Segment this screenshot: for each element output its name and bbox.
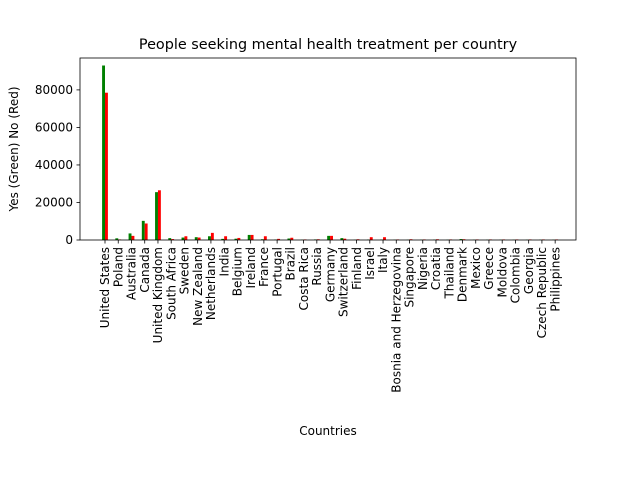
x-tick-label: United States xyxy=(98,247,112,328)
bar-no-france xyxy=(263,236,267,240)
bar-yes-australia xyxy=(128,233,132,240)
bar-yes-poland xyxy=(115,238,119,240)
x-tick-label: Brazil xyxy=(284,247,298,281)
x-tick-label: Sweden xyxy=(178,247,192,294)
bar-yes-switzerland xyxy=(340,238,344,240)
x-tick-label: India xyxy=(217,247,231,276)
bar-yes-belgium xyxy=(234,238,238,240)
x-tick-label: Denmark xyxy=(456,247,470,302)
bar-no-ireland xyxy=(250,234,254,240)
bar-no-sweden xyxy=(184,236,188,240)
x-tick-label: Belgium xyxy=(231,247,245,296)
x-axis-label: Countries xyxy=(299,424,357,438)
bar-yes-netherlands xyxy=(208,236,211,240)
x-tick-label: Germany xyxy=(323,247,337,302)
x-tick-label: Thailand xyxy=(442,247,456,300)
bar-yes-ireland xyxy=(247,234,251,240)
bar-no-india xyxy=(224,236,228,240)
bar-no-australia xyxy=(131,235,135,240)
y-tick-label: 60000 xyxy=(35,121,73,135)
plot-frame xyxy=(79,57,577,241)
bar-yes-sweden xyxy=(181,237,185,240)
y-axis-label: Yes (Green) No (Red) xyxy=(7,87,21,213)
bar-no-canada xyxy=(144,223,148,240)
x-tick-label: Singapore xyxy=(403,247,417,308)
x-tick-label: Bosnia and Herzegovina xyxy=(389,247,403,393)
bar-yes-new-zealand xyxy=(194,237,198,240)
x-tick-label: Colombia xyxy=(509,247,523,303)
bar-no-portugal xyxy=(277,238,281,240)
chart-title: People seeking mental health treatment p… xyxy=(139,37,518,53)
x-tick-label: New Zealand xyxy=(191,247,205,326)
x-tick-label: Canada xyxy=(138,247,152,293)
x-tick-label: Croatia xyxy=(429,247,443,290)
x-tick-label: France xyxy=(257,247,271,287)
x-tick-label: Israel xyxy=(363,247,377,280)
bar-no-new-zealand xyxy=(197,237,201,240)
y-axis: 0 20000 40000 60000 80000 xyxy=(35,83,80,247)
x-tick-label: Nigeria xyxy=(416,247,430,290)
x-tick-label: Netherlands xyxy=(204,247,218,320)
bar-no-netherlands xyxy=(210,232,214,240)
bars xyxy=(102,65,559,241)
x-tick-label: Finland xyxy=(350,247,364,290)
x-tick-label: Mexico xyxy=(469,247,483,289)
x-tick-label: Costa Rica xyxy=(297,247,311,310)
y-tick-label: 40000 xyxy=(35,158,73,172)
y-tick-label: 0 xyxy=(65,233,73,247)
x-tick-label: United Kingdom xyxy=(151,247,165,343)
bar-no-israel xyxy=(369,237,373,240)
x-tick-label: Australia xyxy=(125,247,139,300)
bar-yes-germany xyxy=(327,235,331,240)
bar-no-belgium xyxy=(237,237,241,240)
x-tick-label: Portugal xyxy=(270,247,284,297)
x-tick-label: Switzerland xyxy=(337,247,351,317)
x-axis: United States Poland Australia Canada United… xyxy=(98,240,562,393)
x-tick-label: Poland xyxy=(111,247,125,287)
bar-yes-india xyxy=(221,238,225,240)
bar-yes-canada xyxy=(141,220,145,240)
x-tick-label: Italy xyxy=(376,247,390,273)
x-tick-label: South Africa xyxy=(164,247,178,320)
bar-no-germany xyxy=(330,235,333,240)
x-tick-label: Moldova xyxy=(495,247,509,297)
x-tick-label: Greece xyxy=(482,247,496,290)
x-tick-label: Georgia xyxy=(522,247,536,294)
bar-yes-united-kingdom xyxy=(155,192,158,240)
bar-no-united-states xyxy=(105,92,108,241)
bar-no-brazil xyxy=(290,237,294,240)
bar-yes-south-africa xyxy=(168,238,172,240)
bar-yes-brazil xyxy=(287,238,291,240)
y-tick-label: 80000 xyxy=(35,83,73,97)
x-tick-label: Russia xyxy=(310,247,324,286)
bar-no-italy xyxy=(383,237,386,240)
x-tick-label: Czech Republic xyxy=(535,247,549,338)
bar-yes-denmark xyxy=(459,239,463,240)
bar-yes-united-states xyxy=(102,65,105,240)
bar-no-united-kingdom xyxy=(157,190,161,240)
y-tick-label: 20000 xyxy=(35,196,73,210)
x-tick-label: Philippines xyxy=(548,247,562,312)
bar-no-south-africa xyxy=(171,239,175,240)
x-tick-label: Ireland xyxy=(244,247,258,289)
bar-no-switzerland xyxy=(343,238,347,240)
